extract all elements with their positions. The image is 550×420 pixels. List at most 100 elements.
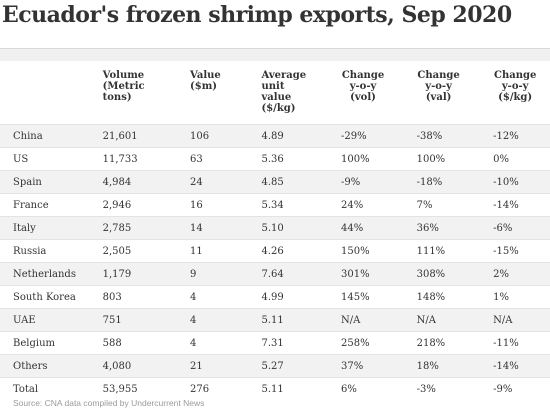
cell-country: Italy [0,216,103,240]
cell-change-kg: -9% [493,377,550,400]
cell-avg: 5.10 [261,216,342,240]
header-volume-label: Volume (Metric tons) [102,70,145,103]
cell-country: China [0,124,103,148]
cell-change-val: -38% [416,124,494,148]
cell-country: Belgium [0,331,103,355]
cell-change-vol: 37% [341,354,417,378]
header-change-val: Change y-o-y (val) [417,70,494,125]
cell-change-val: 100% [416,147,494,171]
cell-change-kg: 2% [493,262,550,286]
cell-change-val: 111% [416,239,494,263]
cell-change-vol: 301% [341,262,417,286]
page-title: Ecuador's frozen shrimp exports, Sep 202… [2,2,512,28]
header-volume: Volume (Metric tons) [103,70,190,125]
table-row: Total 53,955 276 5.11 6% -3% -9% [0,377,550,400]
cell-change-kg: N/A [493,308,550,332]
cell-value: 24 [190,170,262,194]
cell-country: France [0,193,103,217]
cell-change-vol: 24% [341,193,417,217]
cell-volume: 1,179 [102,262,191,286]
cell-value: 21 [190,354,262,378]
cell-change-val: 148% [416,285,494,309]
header-value: Value ($m) [190,70,261,125]
cell-avg: 7.31 [261,331,342,355]
table-row: Italy 2,785 14 5.10 44% 36% -6% [0,216,550,240]
cell-country: South Korea [0,285,103,309]
cell-change-kg: -15% [493,239,550,263]
cell-change-vol: 150% [341,239,417,263]
cell-country: US [0,147,103,171]
header-band [0,49,550,61]
cell-country: Others [0,354,103,378]
cell-volume: 2,785 [102,216,191,240]
table-row: Belgium 588 4 7.31 258% 218% -11% [0,331,550,355]
cell-change-val: 218% [416,331,494,355]
cell-volume: 21,601 [102,124,191,148]
cell-country: Russia [0,239,103,263]
cell-change-val: 7% [416,193,494,217]
cell-volume: 2,946 [102,193,191,217]
cell-volume: 4,080 [102,354,191,378]
table-row: Netherlands 1,179 9 7.64 301% 308% 2% [0,262,550,286]
header-change-vol-label: Change y-o-y (vol) [341,70,385,103]
cell-avg: 5.11 [261,377,342,400]
cell-change-val: 18% [416,354,494,378]
cell-volume: 11,733 [102,147,191,171]
table-row: South Korea 803 4 4.99 145% 148% 1% [0,285,550,309]
cell-change-vol: 258% [341,331,417,355]
cell-value: 14 [190,216,262,240]
cell-change-val: -3% [416,377,494,400]
cell-country: Spain [0,170,103,194]
cell-volume: 2,505 [102,239,191,263]
cell-volume: 53,955 [102,377,191,400]
cell-value: 4 [190,331,262,355]
cell-change-vol: N/A [341,308,417,332]
cell-change-vol: 100% [341,147,417,171]
cell-value: 4 [190,308,262,332]
cell-change-kg: -11% [493,331,550,355]
cell-value: 63 [190,147,262,171]
cell-change-vol: 145% [341,285,417,309]
cell-volume: 4,984 [102,170,191,194]
table-row: France 2,946 16 5.34 24% 7% -14% [0,193,550,217]
cell-change-kg: -14% [493,354,550,378]
cell-country: Total [0,377,103,400]
cell-change-val: 308% [416,262,494,286]
cell-country: UAE [0,308,103,332]
cell-avg: 4.26 [261,239,342,263]
cell-change-kg: -14% [493,193,550,217]
cell-change-val: N/A [416,308,494,332]
table-row: UAE 751 4 5.11 N/A N/A N/A [0,308,550,332]
table-row: Spain 4,984 24 4.85 -9% -18% -10% [0,170,550,194]
cell-change-kg: -10% [493,170,550,194]
cell-value: 4 [190,285,262,309]
cell-avg: 4.89 [261,124,342,148]
cell-avg: 5.11 [261,308,342,332]
cell-change-vol: -29% [341,124,417,148]
table-row: Russia 2,505 11 4.26 150% 111% -15% [0,239,550,263]
table-row: Others 4,080 21 5.27 37% 18% -14% [0,354,550,378]
table-row: China 21,601 106 4.89 -29% -38% -12% [0,124,550,148]
cell-country: Netherlands [0,262,103,286]
table-header-row: Volume (Metric tons) Value ($m) Average … [0,70,550,125]
cell-change-kg: 1% [493,285,550,309]
cell-value: 16 [190,193,262,217]
cell-avg: 5.27 [261,354,342,378]
header-value-label: Value ($m) [190,70,221,92]
cell-avg: 4.99 [261,285,342,309]
cell-change-val: 36% [416,216,494,240]
cell-avg: 5.36 [261,147,342,171]
cell-avg: 5.34 [261,193,342,217]
source-note: Source: CNA data compiled by Undercurren… [13,398,205,408]
cell-change-vol: 44% [341,216,417,240]
cell-value: 276 [190,377,262,400]
cell-change-kg: 0% [493,147,550,171]
header-avg-unit-value: Average unit value ($/kg) [261,70,341,125]
cell-avg: 7.64 [261,262,342,286]
cell-change-vol: -9% [341,170,417,194]
cell-change-val: -18% [416,170,494,194]
header-country [0,70,103,125]
header-change-vol: Change y-o-y (vol) [341,70,417,125]
cell-change-kg: -6% [493,216,550,240]
cell-volume: 803 [102,285,191,309]
